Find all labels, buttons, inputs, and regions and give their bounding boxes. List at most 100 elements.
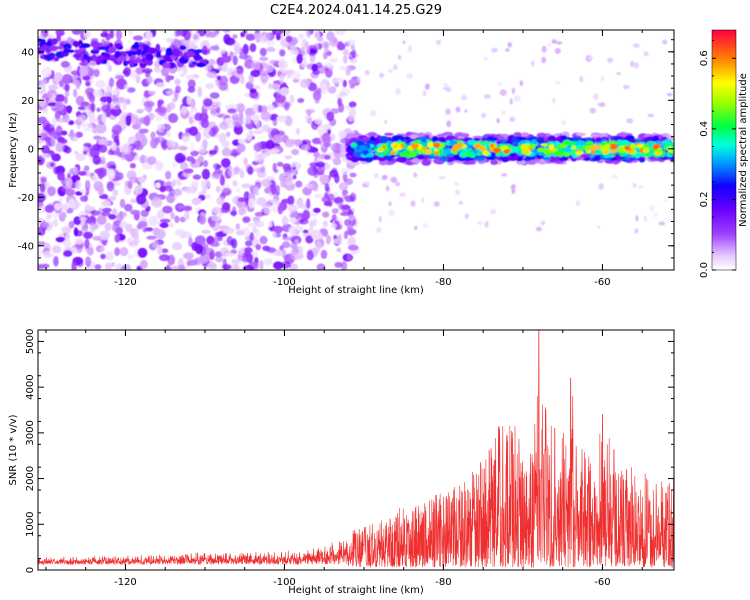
heatmap-noise-cell — [245, 240, 253, 247]
heatmap-noise-cell — [208, 31, 217, 38]
heatmap-noise-cell — [273, 261, 284, 270]
heatmap-noise-cell — [97, 144, 108, 153]
snr-x-tick-label: -80 — [435, 577, 451, 588]
heatmap-noise-cell — [249, 43, 257, 53]
heatmap-noise-cell — [351, 48, 357, 59]
heatmap-noise-cell — [41, 153, 51, 159]
heatmap-signal-cell — [590, 144, 599, 151]
heatmap-noise-cell — [347, 222, 354, 231]
heatmap-secondary-cell — [166, 58, 174, 62]
heatmap-noise-cell — [232, 51, 239, 56]
heatmap-noise-cell — [188, 236, 193, 247]
heatmap-noise-cell — [266, 39, 275, 47]
heatmap-noise-cell — [575, 200, 581, 207]
heatmap-noise-cell — [121, 143, 132, 155]
heatmap-noise-cell — [554, 47, 561, 55]
heatmap-noise-cell — [86, 91, 95, 100]
heatmap-noise-cell — [306, 198, 311, 209]
heatmap-noise-cell — [96, 122, 107, 134]
heatmap-noise-cell — [399, 192, 406, 197]
heatmap-noise-cell — [144, 105, 153, 112]
heatmap-noise-cell — [307, 249, 314, 257]
heatmap-noise-cell — [132, 35, 144, 41]
heatmap-signal-cell — [625, 149, 634, 154]
heatmap-noise-cell — [483, 94, 491, 99]
heatmap-noise-cell — [65, 188, 76, 196]
heatmap-signal-cell — [633, 138, 641, 144]
heatmap-noise-cell — [285, 175, 294, 187]
heatmap-noise-cell — [315, 87, 322, 94]
heatmap-noise-cell — [507, 42, 513, 48]
heatmap-signal-cell — [548, 156, 556, 163]
heatmap-noise-cell — [278, 58, 286, 69]
heatmap-noise-cell — [238, 207, 247, 215]
heatmap-noise-cell — [125, 264, 131, 270]
heatmap-signal-cell — [655, 140, 662, 145]
heatmap-noise-cell — [477, 221, 484, 225]
heatmap-noise-cell — [237, 250, 243, 262]
heatmap-signal-cell — [460, 133, 470, 138]
heatmap-noise-cell — [342, 54, 348, 64]
heatmap-noise-cell — [237, 139, 246, 144]
snr-y-axis-label: SNR (10 * v/v) — [8, 414, 19, 485]
spectrogram-panel: -120 -100 -80 -60 -40 -20 0 20 40 Height of stra… — [8, 29, 675, 296]
heatmap-noise-cell — [131, 243, 137, 248]
heatmap-noise-cell — [83, 142, 92, 148]
heatmap-noise-cell — [205, 247, 215, 256]
heatmap-noise-cell — [108, 77, 115, 88]
heatmap-signal-cell — [572, 136, 583, 141]
heatmap-signal-cell — [410, 157, 421, 164]
heatmap-noise-cell — [242, 43, 249, 55]
heatmap-noise-cell — [94, 264, 102, 270]
heatmap-noise-cell — [388, 201, 392, 206]
heatmap-noise-cell — [38, 217, 44, 225]
heatmap-noise-cell — [178, 264, 185, 270]
heatmap-noise-cell — [142, 227, 147, 233]
heatmap-noise-cell — [454, 182, 460, 186]
colorbar-tick-label: 0.0 — [699, 262, 710, 278]
heatmap-noise-cell — [195, 244, 204, 255]
heatmap-noise-cell — [255, 32, 261, 44]
heatmap-noise-cell — [243, 157, 248, 166]
heatmap-noise-cell — [305, 109, 316, 114]
heatmap-noise-cell — [202, 160, 209, 168]
heatmap-noise-cell — [249, 114, 260, 121]
heatmap-noise-cell — [138, 128, 149, 134]
heatmap-noise-cell — [215, 185, 221, 193]
heatmap-noise-cell — [129, 163, 136, 169]
heatmap-noise-cell — [189, 126, 198, 136]
heatmap-noise-cell — [158, 99, 164, 105]
heatmap-signal-cell — [508, 155, 518, 161]
heatmap-noise-cell — [68, 220, 75, 229]
heatmap-noise-cell — [214, 235, 219, 245]
heatmap-signal-cell — [582, 153, 591, 159]
colorbar-tick-label: 0.6 — [699, 50, 710, 66]
heatmap-noise-cell — [376, 227, 382, 233]
heatmap-secondary-cell — [53, 57, 60, 62]
heatmap-noise-cell — [221, 263, 232, 270]
heatmap-secondary-cell — [56, 45, 64, 50]
heatmap-ticks: -120 -100 -80 -60 -40 -20 0 20 40 — [18, 30, 674, 288]
heatmap-secondary-cell — [133, 41, 140, 50]
heatmap-secondary-cell — [72, 40, 79, 47]
heatmap-signal-cell — [366, 153, 374, 158]
heatmap-noise-cell — [153, 67, 161, 73]
heatmap-secondary-cell — [156, 51, 161, 58]
heatmap-noise-cell — [509, 116, 516, 122]
heatmap-noise-cell — [142, 163, 153, 170]
heatmap-noise-cell — [224, 117, 234, 124]
heatmap-noise-cell — [38, 241, 46, 247]
heatmap-noise-cell — [88, 110, 95, 121]
heatmap-noise-cell — [191, 197, 202, 205]
heatmap-secondary-cell — [73, 49, 82, 54]
heatmap-noise-cell — [84, 238, 90, 250]
heatmap-noise-cell — [531, 60, 535, 67]
heatmap-secondary-cell — [38, 49, 44, 53]
heatmap-noise-cell — [73, 166, 78, 175]
heatmap-noise-cell — [296, 199, 304, 209]
heatmap-noise-cell — [300, 144, 311, 152]
heatmap-noise-cell — [197, 155, 204, 163]
heatmap-noise-cell — [270, 148, 277, 155]
heatmap-signal-cell — [389, 151, 397, 155]
heatmap-noise-cell — [276, 115, 287, 123]
